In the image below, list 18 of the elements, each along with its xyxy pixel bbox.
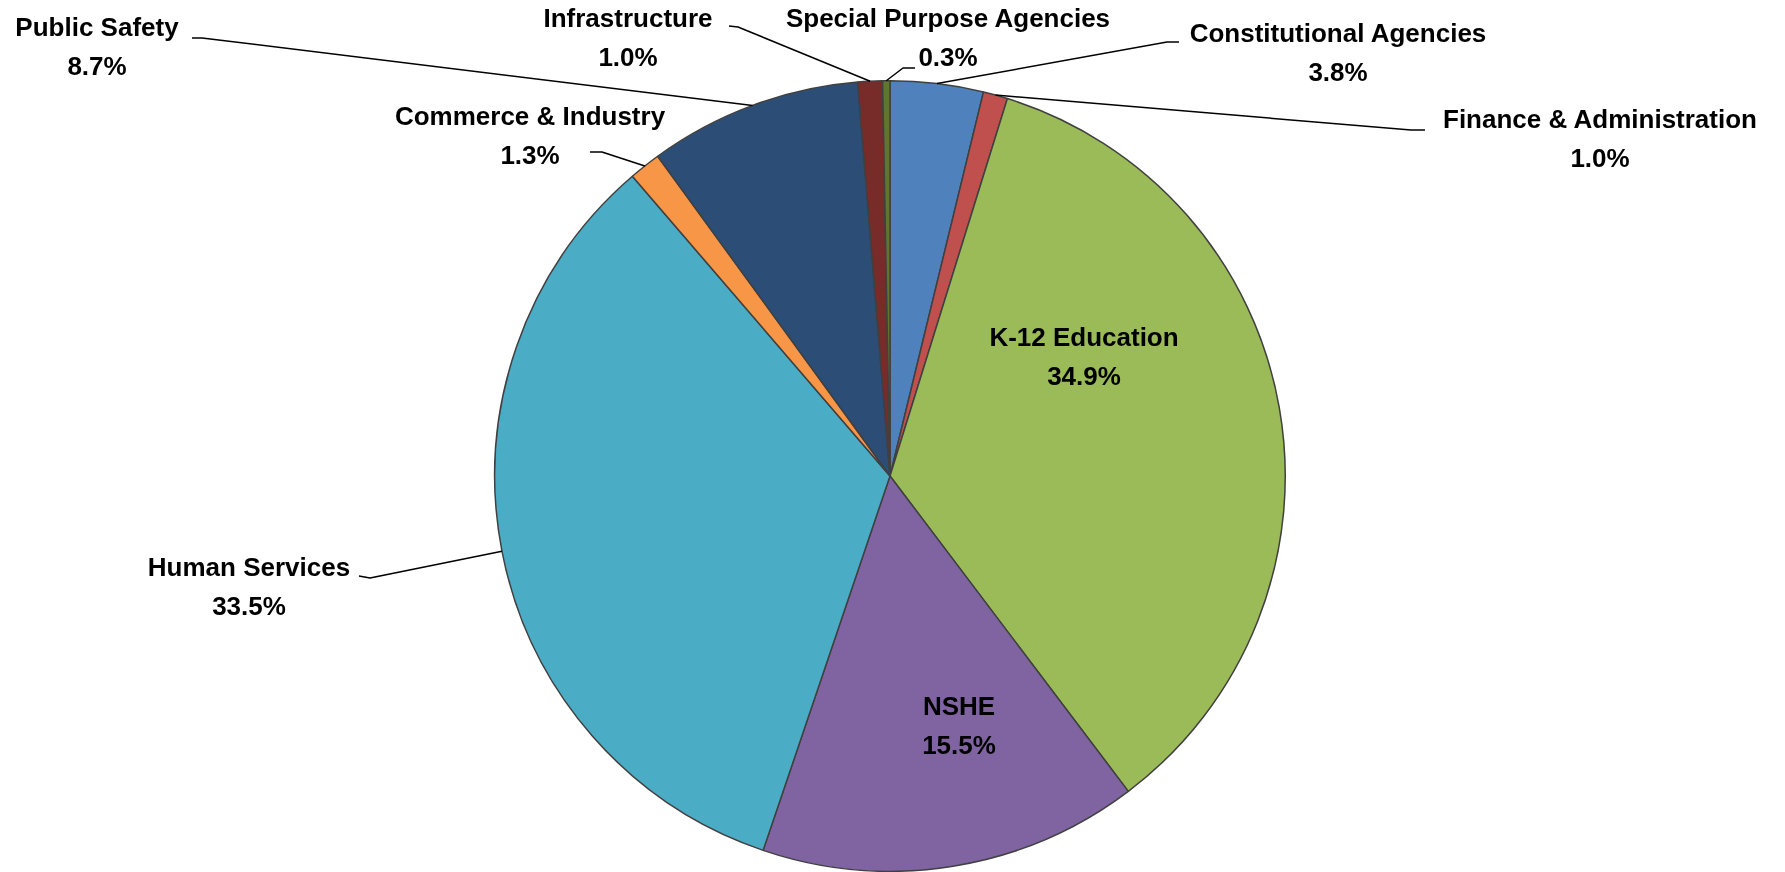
slice-label: Finance & Administration (1443, 104, 1757, 135)
slice-label: Special Purpose Agencies (785, 3, 1111, 34)
data-label: 1.3% (500, 140, 560, 171)
data-label: 34.9% (1047, 361, 1121, 392)
slice-label: Infrastructure (543, 3, 713, 34)
slice-label: Constitutional Agencies (1189, 18, 1487, 49)
slice-label: NSHE (922, 691, 996, 722)
slice-label: Public Safety (15, 12, 180, 43)
data-label: 15.5% (922, 730, 996, 761)
data-label: 0.3% (918, 42, 978, 73)
data-label: 8.7% (67, 51, 127, 82)
data-label: 3.8% (1308, 57, 1368, 88)
data-label: 33.5% (212, 591, 286, 622)
slice-label: K-12 Education (989, 322, 1179, 353)
slice-label: Commerce & Industry (394, 101, 666, 132)
data-label: 1.0% (598, 42, 658, 73)
data-label: 1.0% (1570, 143, 1630, 174)
slice-label: Human Services (147, 552, 351, 583)
